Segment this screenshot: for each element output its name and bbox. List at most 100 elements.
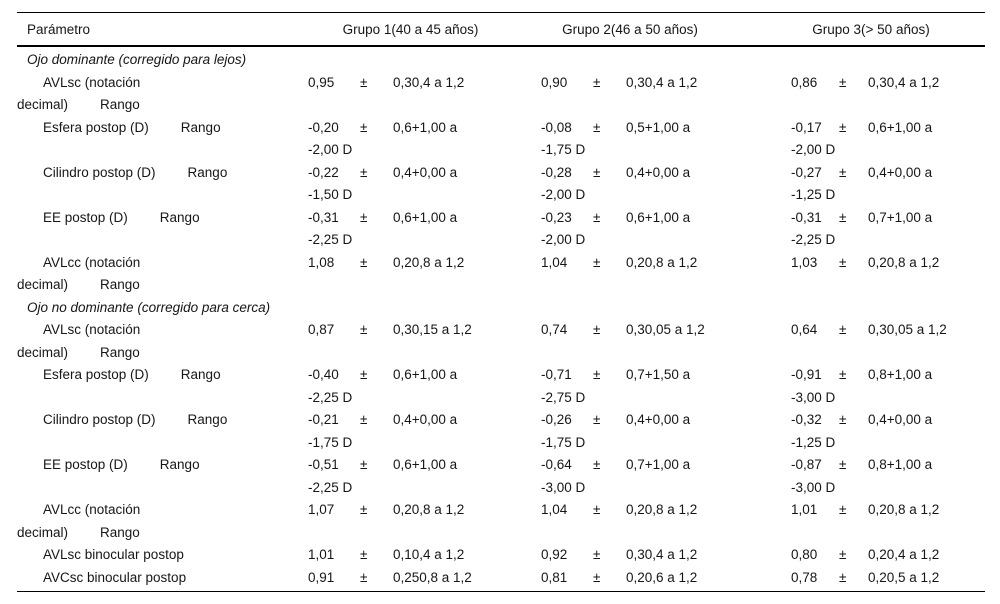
param-text: Esfera postop (D) <box>43 119 149 135</box>
value-line: 0,87 ±0,30,15 a 1,2 <box>308 319 535 342</box>
sd-and-range: 0,250,8 a 1,2 <box>393 569 472 585</box>
param-line1: AVLsc binocular postop <box>17 544 302 567</box>
mean-value: 1,04 <box>541 502 568 517</box>
range-line2: -1,25 D <box>791 434 836 450</box>
sd-and-range: 0,20,8 a 1,2 <box>868 254 940 270</box>
value-line: 0,64 ±0,30,05 a 1,2 <box>791 319 985 342</box>
param-line1: EE postop (D) Rango <box>17 454 302 477</box>
range-line2: -3,00 D <box>791 389 836 405</box>
group-1-cell: -0,31 ±0,6+1,00 a -2,25 D <box>302 207 535 252</box>
param-label: Esfera postop (D) Rango <box>17 117 302 162</box>
mean-value: 0,92 <box>541 547 568 562</box>
param-text: decimal) <box>17 97 69 112</box>
value-line: -0,26 ±0,4+0,00 a <box>541 409 785 432</box>
rango-label: Rango <box>159 209 200 225</box>
mean-value: -0,91 <box>791 367 822 382</box>
rango-label: Rango <box>100 344 140 360</box>
plus-minus-symbol: ± <box>593 209 601 225</box>
mean-value: 0,78 <box>791 569 818 585</box>
plus-minus-symbol: ± <box>360 412 368 427</box>
mean-value: 1,08 <box>308 254 335 270</box>
mean-value: -0,32 <box>791 412 822 427</box>
sd-and-range: 0,20,8 a 1,2 <box>868 502 940 517</box>
sd-and-range: 0,6+1,00 a <box>393 367 458 382</box>
mean-value: 0,64 <box>791 322 818 337</box>
value-line: -0,31 ±0,7+1,00 a <box>791 207 985 230</box>
group-2-cell: -0,08 ±0,5+1,00 a -1,75 D <box>535 117 785 162</box>
value-line: -0,71 ±0,7+1,50 a <box>541 364 785 387</box>
group-1-cell: -0,20 ±0,6+1,00 a -2,00 D <box>302 117 535 162</box>
param-label: AVLcc (notación decimal) Rango <box>17 252 302 297</box>
value-line: 0,78 ±0,20,5 a 1,2 <box>791 567 985 590</box>
group-1-cell: 1,01 ±0,10,4 a 1,2 <box>302 544 535 567</box>
group-3-cell: 0,86 ±0,30,4 a 1,2 <box>785 72 985 117</box>
mean-value: 0,86 <box>791 74 818 90</box>
rango-label: Rango <box>187 412 228 427</box>
mean-value: -0,08 <box>541 119 572 135</box>
sd-and-range: 0,7+1,00 a <box>868 209 933 225</box>
sd-and-range: 0,6+1,00 a <box>393 457 458 472</box>
sd-and-range: 0,6+1,00 a <box>626 209 691 225</box>
table-row: AVLsc (notación decimal) Rango 0,95 ±0,30,4 … <box>17 72 985 117</box>
plus-minus-symbol: ± <box>360 547 368 562</box>
plus-minus-symbol: ± <box>360 367 368 382</box>
group-2-cell: 1,04 ±0,20,8 a 1,2 <box>535 499 785 544</box>
param-label: AVLsc (notación decimal) Rango <box>17 319 302 364</box>
param-line1: Esfera postop (D) Rango <box>17 117 302 140</box>
value-line: 0,81 ±0,20,6 a 1,2 <box>541 567 785 590</box>
group-2-cell: -0,71 ±0,7+1,50 a -2,75 D <box>535 364 785 409</box>
sd-and-range: 0,20,8 a 1,2 <box>626 254 698 270</box>
plus-minus-symbol: ± <box>839 209 847 225</box>
value-line: 1,08 ±0,20,8 a 1,2 <box>308 252 535 275</box>
value-line: -0,87 ±0,8+1,00 a <box>791 454 985 477</box>
group-3-cell: -0,32 ±0,4+0,00 a -1,25 D <box>785 409 985 454</box>
mean-value: -0,20 <box>308 119 339 135</box>
sd-and-range: 0,6+1,00 a <box>393 209 458 225</box>
table-row: AVLsc (notación decimal) Rango 0,87 ±0,30,15… <box>17 319 985 364</box>
param-line2: decimal) Rango <box>17 522 302 545</box>
table-row: EE postop (D) Rango -0,31 ±0,6+1,00 a -2,25 … <box>17 207 985 252</box>
param-label: Cilindro postop (D) Rango <box>17 162 302 207</box>
sd-and-range: 0,20,8 a 1,2 <box>626 502 698 517</box>
group-1-cell: 0,87 ±0,30,15 a 1,2 <box>302 319 535 364</box>
plus-minus-symbol: ± <box>593 367 601 382</box>
mean-value: 1,01 <box>308 547 335 562</box>
value-line: -0,20 ±0,6+1,00 a <box>308 117 535 140</box>
value-line: -0,31 ±0,6+1,00 a <box>308 207 535 230</box>
param-text: AVLsc (notación <box>43 74 141 90</box>
plus-minus-symbol: ± <box>593 412 601 427</box>
sd-and-range: 0,4+0,00 a <box>868 412 933 427</box>
table-row: AVLsc binocular postop 1,01 ±0,10,4 a 1,2 0… <box>17 544 985 567</box>
mean-value: -0,17 <box>791 119 822 135</box>
range-line2: -2,00 D <box>791 142 836 157</box>
sd-and-range: 0,4+0,00 a <box>393 164 458 180</box>
plus-minus-symbol: ± <box>360 74 368 90</box>
plus-minus-symbol: ± <box>839 547 847 562</box>
param-line1: AVLsc (notación <box>17 319 302 342</box>
param-text: AVLcc (notación <box>43 502 141 517</box>
plus-minus-symbol: ± <box>839 164 847 180</box>
table-top-rule <box>17 12 985 13</box>
mean-value: -0,71 <box>541 367 572 382</box>
sd-and-range: 0,30,4 a 1,2 <box>626 74 698 90</box>
param-line2: decimal) Rango <box>17 274 302 297</box>
rango-label: Rango <box>159 457 200 472</box>
rango-label: Rango <box>187 164 228 180</box>
param-label: Cilindro postop (D) Rango <box>17 409 302 454</box>
mean-value: -0,40 <box>308 367 339 382</box>
sd-and-range: 0,8+1,00 a <box>868 457 933 472</box>
plus-minus-symbol: ± <box>593 502 601 517</box>
mean-value: 0,81 <box>541 569 568 585</box>
table-row: EE postop (D) Rango -0,51 ±0,6+1,00 a -2,25 … <box>17 454 985 499</box>
value-line: 0,95 ±0,30,4 a 1,2 <box>308 72 535 95</box>
group-2-cell: 1,04 ±0,20,8 a 1,2 <box>535 252 785 297</box>
plus-minus-symbol: ± <box>839 119 847 135</box>
plus-minus-symbol: ± <box>839 74 847 90</box>
group-2-cell: 0,81 ±0,20,6 a 1,2 <box>535 567 785 590</box>
value-line: 0,74 ±0,30,05 a 1,2 <box>541 319 785 342</box>
sd-and-range: 0,6+1,00 a <box>393 119 458 135</box>
range-line2: -1,75 D <box>541 434 586 450</box>
mean-value: 0,91 <box>308 569 335 585</box>
param-line1: Cilindro postop (D) Rango <box>17 162 302 185</box>
